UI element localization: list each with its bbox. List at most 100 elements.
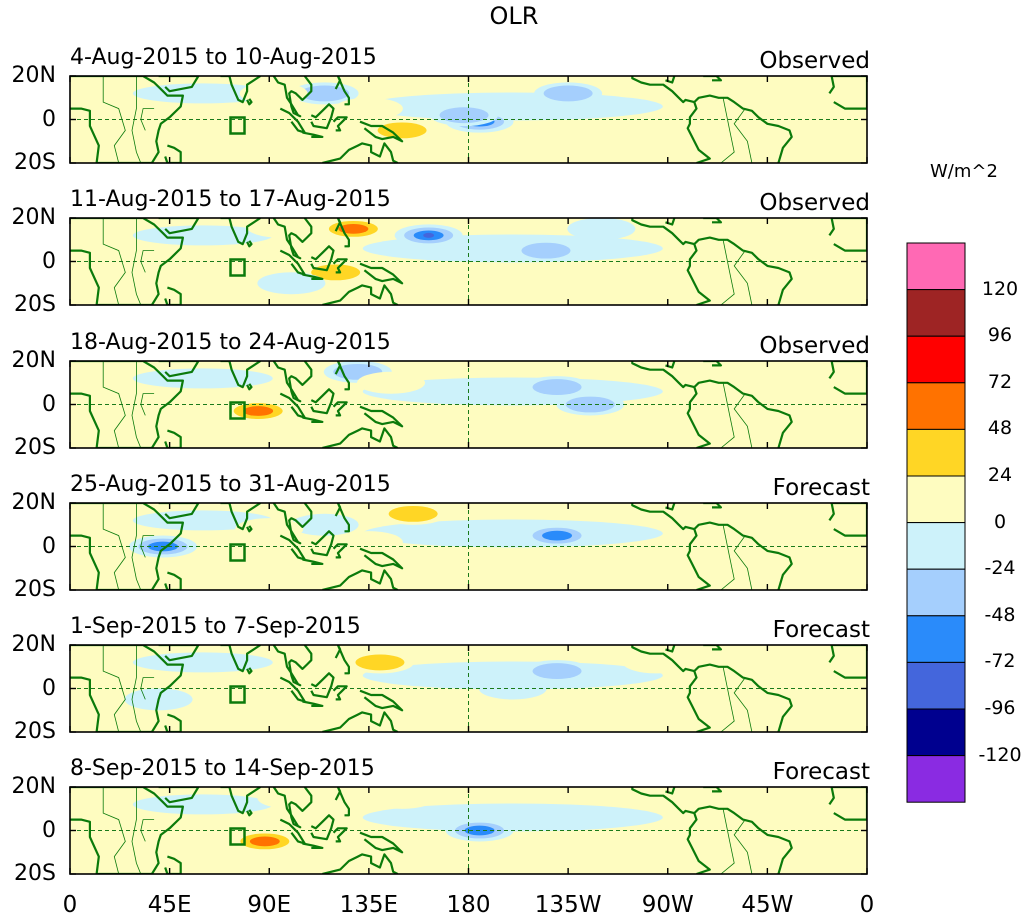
olr-anomaly-negative <box>523 660 592 683</box>
x-tick-label: 135W <box>534 892 602 918</box>
background-negative-band <box>132 368 273 389</box>
x-tick-label: 135E <box>339 892 399 918</box>
colorbar-level-label: 72 <box>987 370 1013 393</box>
y-tick-label: 20S <box>14 292 56 317</box>
olr-anomaly-negative <box>500 808 569 831</box>
panel-content <box>70 503 867 590</box>
plot-root <box>69 75 868 875</box>
panel-content <box>70 787 867 874</box>
panel-period-label: 1-Sep-2015 to 7-Sep-2015 <box>70 614 361 639</box>
colorbar-swatch <box>906 522 966 570</box>
x-tick-label: 90E <box>247 892 292 918</box>
colorbar-swatch <box>906 568 966 617</box>
panel-status-label: Observed <box>759 333 870 359</box>
y-tick-label: 20N <box>11 63 56 88</box>
region-box <box>229 543 246 562</box>
y-tick-label: 20S <box>14 719 56 744</box>
colorbar-level-label: -72 <box>984 650 1016 673</box>
olr-anomaly-positive <box>357 371 426 394</box>
olr-anomaly-positive <box>368 119 437 142</box>
y-tick-label: 20N <box>11 205 56 230</box>
colorbar-swatch <box>906 242 966 291</box>
region-box <box>229 116 246 135</box>
olr-anomaly-positive <box>334 531 403 554</box>
colorbar <box>906 242 966 803</box>
olr-anomaly-positive <box>246 218 315 238</box>
olr-anomaly-positive <box>230 830 299 853</box>
y-tick-label: 0 <box>42 817 56 843</box>
olr-anomaly-negative <box>523 376 592 399</box>
olr-anomaly-negative <box>523 524 592 547</box>
colorbar-unit: W/m^2 <box>930 161 998 182</box>
colorbar-swatch <box>906 428 966 477</box>
panel-period-label: 4-Aug-2015 to 10-Aug-2015 <box>70 45 377 70</box>
olr-anomaly-positive <box>345 651 414 674</box>
panel-status-label: Forecast <box>772 759 870 785</box>
colorbar-level-label: 120 <box>981 277 1019 300</box>
colorbar-level-label: -96 <box>984 697 1016 719</box>
x-tick-label: 0 <box>859 892 875 918</box>
panel-status-label: Forecast <box>772 617 870 643</box>
colorbar-swatch <box>906 335 966 384</box>
region-box <box>229 685 246 704</box>
olr-anomaly-negative <box>430 104 499 127</box>
background-negative-band <box>132 794 273 815</box>
y-tick-label: 20S <box>14 577 56 602</box>
map-panel-3 <box>69 360 868 449</box>
background-negative-band <box>362 92 663 121</box>
x-tick-label: 45E <box>147 892 192 918</box>
country-borders <box>102 503 753 590</box>
map-panel-5 <box>69 644 868 733</box>
coastlines <box>70 218 867 305</box>
colorbar-swatch <box>906 755 966 803</box>
y-tick-label: 20N <box>11 632 56 657</box>
colorbar-swatch <box>906 289 966 337</box>
map-panel-2 <box>69 217 868 306</box>
map-panel-6 <box>69 786 868 875</box>
colorbar-level-label: -120 <box>978 743 1022 766</box>
panel-status-label: Observed <box>759 190 870 216</box>
coastlines <box>70 76 867 163</box>
olr-anomaly-negative <box>511 239 580 262</box>
x-tick-label: 0 <box>62 892 78 918</box>
chart-title: OLR <box>489 2 539 30</box>
colorbar-level-label: 0 <box>993 510 1007 533</box>
y-tick-label: 20S <box>14 150 56 175</box>
olr-anomaly-negative <box>567 218 636 240</box>
colorbar-level-label: 48 <box>987 417 1013 440</box>
map-panel-4 <box>69 502 868 591</box>
panel-content <box>70 645 867 732</box>
olr-anomaly-positive <box>368 787 437 809</box>
background-negative-band <box>132 652 273 673</box>
coastlines <box>70 645 867 732</box>
colorbar-swatch <box>906 475 966 524</box>
colorbar-level-label: -24 <box>984 557 1016 580</box>
x-tick-label: 180 <box>446 892 491 918</box>
country-borders <box>102 361 753 448</box>
y-tick-label: 20S <box>14 861 56 886</box>
coastlines <box>70 787 867 874</box>
olr-anomaly-positive <box>622 651 691 674</box>
x-tick-label: 90W <box>641 892 694 918</box>
olr-anomaly-positive <box>622 361 691 377</box>
panel-content <box>70 361 867 448</box>
olr-anomaly-negative <box>290 513 359 536</box>
panel-period-label: 18-Aug-2015 to 24-Aug-2015 <box>70 330 391 355</box>
y-tick-label: 0 <box>42 106 56 132</box>
region-box <box>229 827 246 846</box>
y-tick-label: 20N <box>11 348 56 373</box>
panel-content <box>70 218 867 305</box>
panel-status-label: Forecast <box>772 475 870 501</box>
coastlines <box>70 361 867 448</box>
y-tick-label: 20N <box>11 774 56 799</box>
colorbar-level-label: 96 <box>987 324 1013 347</box>
colorbar-level-label: -48 <box>984 603 1016 626</box>
olr-anomaly-positive <box>301 826 370 849</box>
y-tick-label: 20S <box>14 435 56 460</box>
panel-period-label: 8-Sep-2015 to 14-Sep-2015 <box>70 756 375 781</box>
y-tick-label: 20N <box>11 490 56 515</box>
olr-anomaly-positive <box>379 503 448 525</box>
colorbar-swatch <box>906 382 966 430</box>
olr-anomaly-positive <box>257 787 326 809</box>
